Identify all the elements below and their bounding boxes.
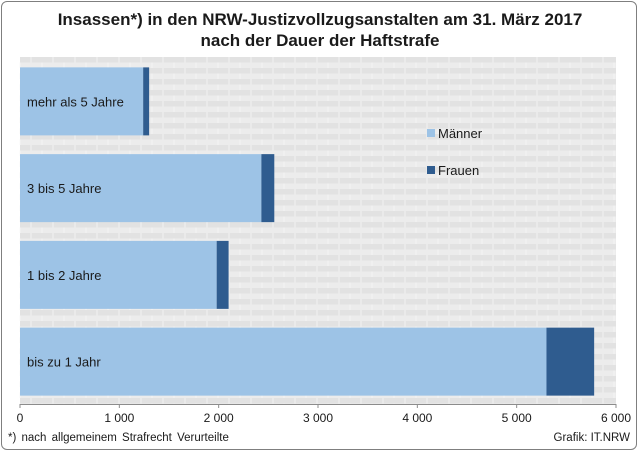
chart-title: Insassen*) in den NRW-Justizvollzugsanst… (0, 9, 640, 51)
legend-swatch-maenner (427, 129, 435, 137)
x-tick-label: 5 000 (502, 411, 532, 425)
bar-maenner (20, 327, 547, 396)
bar-frauen (143, 67, 150, 136)
legend-swatch-frauen (427, 166, 435, 174)
category-label: 1 bis 2 Jahre (27, 268, 101, 283)
bar-frauen (216, 240, 229, 309)
legend-label-maenner: Männer (438, 126, 483, 141)
bar-maenner (20, 154, 262, 223)
bar-maenner (20, 67, 144, 136)
x-tick-label: 4 000 (402, 411, 432, 425)
bar-maenner (20, 240, 217, 309)
x-tick-label: 6 000 (601, 411, 631, 425)
x-tick-label: 0 (17, 411, 24, 425)
chart-title-line1: Insassen*) in den NRW-Justizvollzugsanst… (57, 10, 583, 29)
bar-frauen (546, 327, 595, 396)
bar-frauen (261, 154, 275, 223)
footnote: *) nach allgemeinem Strafrecht Verurteil… (8, 432, 229, 444)
x-tick-label: 3 000 (303, 411, 333, 425)
category-label: 3 bis 5 Jahre (27, 181, 101, 196)
x-tick-label: 2 000 (204, 411, 234, 425)
x-tick-label: 1 000 (104, 411, 134, 425)
chart-title-line2: nach der Dauer der Haftstrafe (200, 31, 440, 50)
source-credit: Grafik: IT.NRW (553, 432, 630, 444)
category-label: bis zu 1 Jahr (27, 355, 101, 370)
legend-label-frauen: Frauen (438, 163, 479, 178)
category-label: mehr als 5 Jahre (27, 94, 124, 109)
